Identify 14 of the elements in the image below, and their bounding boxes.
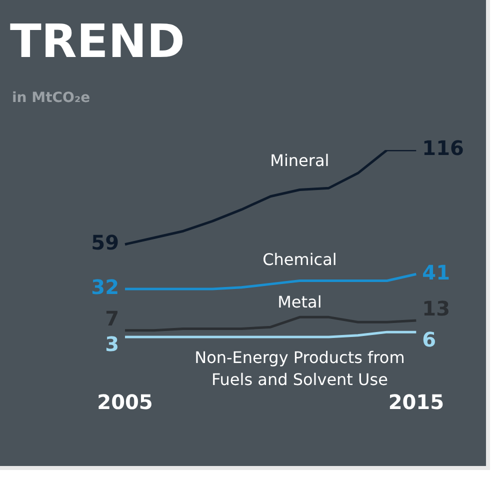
data-label: 116 (422, 136, 464, 160)
series-label: Mineral (270, 150, 330, 170)
series-label: Non-Energy Products from Fuels and Solvent Use (194, 348, 405, 390)
series-label: Chemical (262, 250, 337, 269)
data-label: 3 (105, 332, 119, 356)
x-tick-label: 2005 (97, 390, 153, 414)
data-label: 32 (91, 275, 119, 300)
data-label: 59 (91, 230, 119, 255)
chart-subtitle: in MtCO₂e (12, 90, 90, 106)
chart-title: TREND (10, 14, 185, 68)
data-label: 41 (422, 260, 450, 284)
data-label: 6 (422, 327, 436, 352)
x-tick-label: 2015 (388, 390, 444, 414)
series-label: Metal (278, 292, 322, 312)
